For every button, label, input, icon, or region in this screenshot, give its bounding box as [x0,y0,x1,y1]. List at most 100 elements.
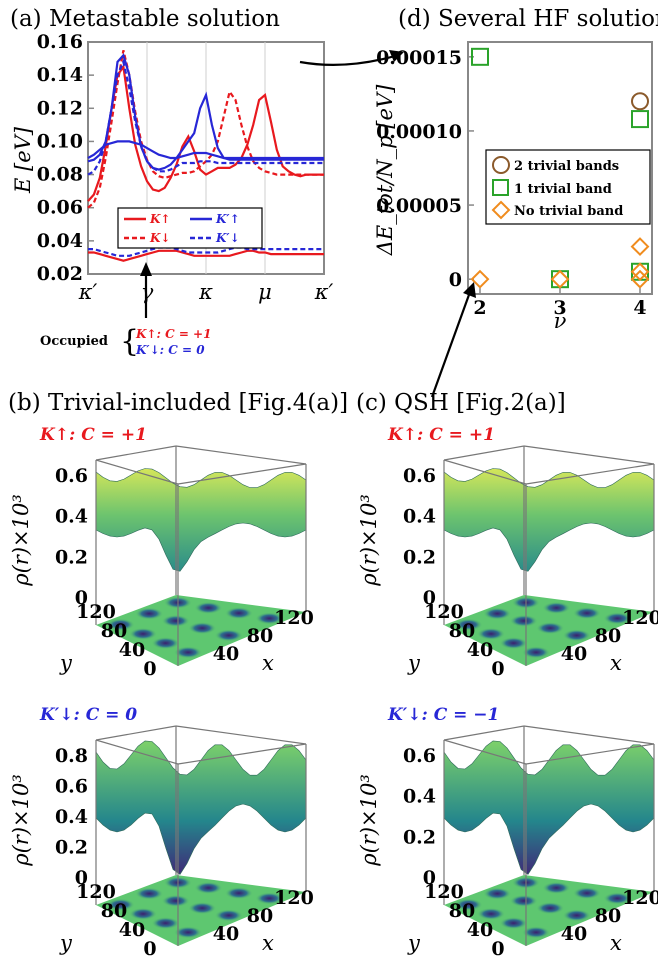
ytick-label: 40 [119,919,145,941]
box-edge [175,445,307,465]
xtick-label: κ′ [314,280,334,304]
ztick-label: 0 [423,587,436,609]
box-edge [175,725,307,745]
heatmap-spot [562,909,591,922]
ytick-label: 0.10 [37,130,83,152]
ytick-label: 120 [424,601,464,623]
panel-c-title: (c) QSH [Fig.2(a)] [356,390,566,416]
density-surface [95,468,307,572]
box-edge [523,445,655,465]
panel-a-title: (a) Metastable solution [10,6,280,32]
heatmap-spot [129,907,158,920]
panel-b-title: (b) Trivial-included [Fig.4(a)] [8,390,348,416]
xtick-label: 120 [622,887,658,909]
legend-kp-up: K′↑ [215,212,240,226]
xtick-label: 3 [553,297,566,319]
ytick-label: 80 [449,900,475,922]
box-edge [443,725,525,741]
ytick-label: 0 [449,269,462,291]
xtick-label: 120 [622,607,658,629]
legend-d-box [485,149,651,225]
xtick-label: 80 [247,625,273,647]
xtick-label: 40 [561,643,587,665]
series-line [87,64,324,202]
ytick-label: 80 [449,620,475,642]
ytick-label: 0.08 [37,164,83,186]
ztick-label: 0.6 [403,745,436,767]
box-edge [443,739,527,765]
ytick-label: 0.00015 [376,47,462,69]
ytick-label: 0 [143,938,156,960]
ztick-label: 0.6 [403,465,436,487]
surface-zlabel: ρ(r)×10³ [357,494,381,587]
ztick-label: 0.2 [403,826,436,848]
ytick-label: 40 [119,639,145,661]
data-point [631,92,649,111]
heatmap-spot [542,881,571,894]
ztick-label: 0.2 [55,837,88,859]
heatmap-spot [477,907,506,920]
heatmap-spot [477,627,506,640]
panel-a-yticks: 0.16 0.14 0.12 0.10 0.08 0.06 0.04 0.02 [37,31,94,285]
legend-box [117,207,263,249]
heatmap-spot [188,902,217,915]
ytick-label: 0.02 [37,263,83,285]
box-edge [95,459,179,485]
ytick-label: 120 [424,881,464,903]
panel-d-title: (d) Several HF solutions [398,6,658,32]
arrow-c-to-d [430,291,472,398]
heatmap-spot [572,607,601,620]
xtick-label: 40 [561,923,587,945]
heatmap-spot [188,622,217,635]
ztick-label: 0.4 [55,806,88,828]
panel-d-points [470,47,650,289]
panel-a-legend: K↑ K′↑ K↓ K′↓ [117,207,263,249]
surface-xlabel: x [610,931,622,955]
box-edge [177,463,307,485]
heatmap-spot [603,892,632,905]
occupied-arrow-head [140,262,152,276]
diamond-marker-icon [491,200,511,220]
legend-d-2trivial: 2 trivial bands [514,159,619,174]
ytick-label: 40 [467,919,493,941]
box-edge [95,445,177,461]
square-marker-icon [492,179,509,196]
ztick-label: 0.6 [55,465,88,487]
data-point [630,269,650,289]
ytick-label: 0 [491,938,504,960]
panel-d-yticks: 0.00015 0.00010 0.00005 0 [376,47,474,291]
heatmap-spot [129,627,158,640]
heatmap-spot [194,881,223,894]
box-edge [443,445,525,461]
panel-d: (d) Several HF solutions 0.000150.000100… [373,6,658,333]
heatmap-spot [106,618,135,631]
xtick-label: 40 [213,923,239,945]
data-point [630,262,650,282]
panel-a-series [87,50,324,262]
arrow-c-to-d-head [463,282,476,298]
series-line [88,249,324,262]
arrow-a-to-d [299,54,396,66]
heatmap-spot [499,917,528,930]
data-point [551,270,569,289]
heatmap-spot [483,887,512,900]
heatmap-spot [536,902,565,915]
ytick-label: 0.06 [37,197,83,219]
box-edge [177,743,307,765]
heatmap-spot [161,614,190,627]
ztick-label: 0.6 [55,776,88,798]
heatmap-spot [499,637,528,650]
surface-zlabel: ρ(r)×10³ [357,774,381,867]
panel-d-legend: 2 trivial bands 1 trivial band No trivia… [485,149,651,225]
ytick-label: 0.14 [37,64,83,86]
heatmap-spot [562,629,591,642]
occupied-k-up: K↑: C = +1 [135,327,211,341]
ztick-label: 0 [75,867,88,889]
legend-d-notrivial: No trivial band [514,204,623,219]
data-point [470,269,490,289]
surface-ylabel: y [59,931,73,955]
surface-xlabel: x [262,931,274,955]
xtick-label: 120 [274,607,314,629]
